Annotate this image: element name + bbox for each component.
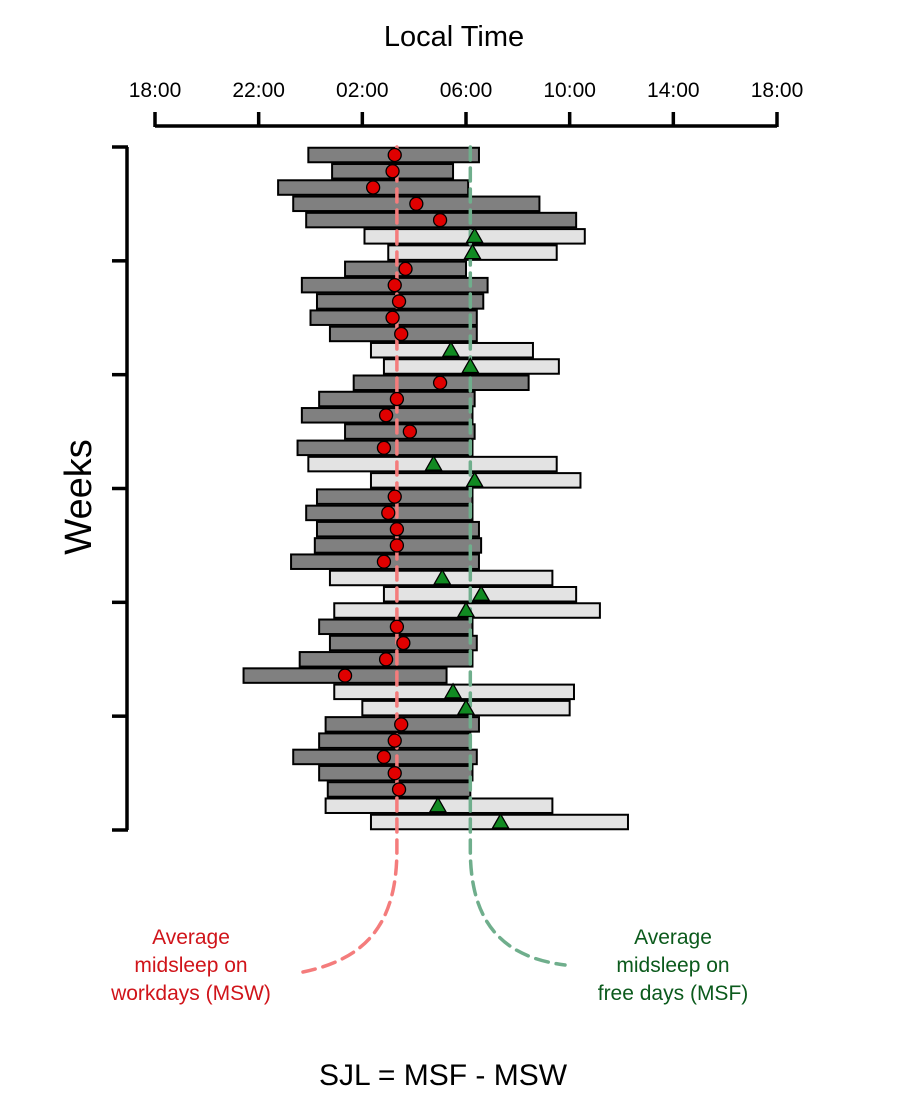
y-axis bbox=[112, 145, 129, 832]
workday-midsleep-marker bbox=[391, 294, 407, 309]
workday-midsleep-marker bbox=[398, 261, 413, 277]
workday-midsleep-marker bbox=[381, 505, 396, 521]
free-day-midsleep-marker bbox=[456, 698, 476, 715]
free-day-midsleep-marker bbox=[461, 357, 480, 374]
workday-midsleep-marker bbox=[337, 668, 353, 683]
msw-average-line bbox=[301, 145, 399, 974]
workday-midsleep-marker bbox=[409, 196, 424, 211]
sjl-formula: SJL = MSF - MSW bbox=[319, 1059, 568, 1092]
msf-label-line-1: Average bbox=[634, 926, 712, 949]
free-day-midsleep-marker bbox=[441, 340, 461, 357]
msw-annotation: Average midsleep on workdays (MSW) bbox=[110, 926, 271, 1005]
workday-midsleep-marker bbox=[391, 782, 407, 797]
x-tick-label: 06:00 bbox=[440, 79, 493, 102]
free-day-midsleep-marker bbox=[424, 454, 443, 471]
msf-label-line-3: free days (MSF) bbox=[598, 982, 749, 1005]
workday-midsleep-marker bbox=[387, 489, 402, 504]
free-day-midsleep-marker bbox=[465, 227, 484, 243]
y-axis-title: Weeks bbox=[58, 439, 100, 554]
workday-midsleep-marker bbox=[378, 652, 394, 667]
workday-midsleep-marker bbox=[387, 147, 402, 163]
x-tick-label: 14:00 bbox=[647, 79, 700, 102]
workday-midsleep-marker bbox=[389, 538, 405, 553]
free-day-midsleep-marker bbox=[471, 584, 491, 601]
x-tick-label: 18:00 bbox=[751, 79, 804, 102]
free-day-midsleep-marker bbox=[443, 682, 463, 699]
workday-midsleep-marker bbox=[389, 619, 405, 634]
workday-midsleep-marker bbox=[402, 424, 417, 439]
workday-midsleep-marker bbox=[385, 164, 400, 179]
midsleep-markers bbox=[337, 147, 510, 829]
workday-midsleep-marker bbox=[432, 212, 448, 228]
workday-midsleep-marker bbox=[394, 717, 409, 732]
x-axis-title: Local Time bbox=[384, 21, 524, 53]
workday-midsleep-marker bbox=[385, 310, 400, 325]
workday-midsleep-marker bbox=[389, 522, 405, 537]
workday-midsleep-marker bbox=[376, 440, 392, 455]
workday-midsleep-marker bbox=[389, 391, 405, 407]
workday-midsleep-marker bbox=[387, 277, 402, 293]
free-day-midsleep-marker bbox=[433, 568, 452, 585]
workday-midsleep-marker bbox=[365, 180, 381, 195]
average-lines bbox=[301, 145, 567, 974]
workday-midsleep-marker bbox=[387, 733, 402, 748]
free-day-midsleep-marker bbox=[463, 243, 482, 260]
x-axis: 18:00 22:00 02:00 06:00 10:00 14:00 18:00 bbox=[129, 79, 804, 128]
workday-midsleep-marker bbox=[396, 635, 411, 651]
free-day-midsleep-marker bbox=[428, 796, 448, 813]
msw-label-line-1: Average bbox=[152, 926, 230, 949]
x-tick-label: 02:00 bbox=[336, 79, 389, 102]
x-tick-label: 18:00 bbox=[129, 79, 182, 102]
x-tick-label: 10:00 bbox=[543, 79, 596, 102]
workday-midsleep-marker bbox=[394, 326, 409, 342]
free-day-midsleep-marker bbox=[491, 812, 510, 829]
msw-label-line-3: workdays (MSW) bbox=[110, 982, 271, 1005]
workday-midsleep-marker bbox=[376, 554, 392, 569]
msf-label-line-2: midsleep on bbox=[616, 954, 729, 977]
workday-midsleep-marker bbox=[376, 749, 392, 765]
msf-annotation: Average midsleep on free days (MSF) bbox=[598, 926, 749, 1005]
sleep-bars bbox=[242, 146, 629, 831]
workday-midsleep-marker bbox=[387, 766, 402, 781]
workday-midsleep-marker bbox=[378, 408, 394, 423]
x-tick-label: 22:00 bbox=[232, 79, 285, 102]
workday-midsleep-marker bbox=[432, 375, 448, 390]
free-day-midsleep-marker bbox=[465, 471, 484, 488]
free-day-midsleep-marker bbox=[456, 601, 476, 618]
msw-label-line-2: midsleep on bbox=[134, 954, 247, 977]
msf-average-line bbox=[468, 145, 567, 967]
